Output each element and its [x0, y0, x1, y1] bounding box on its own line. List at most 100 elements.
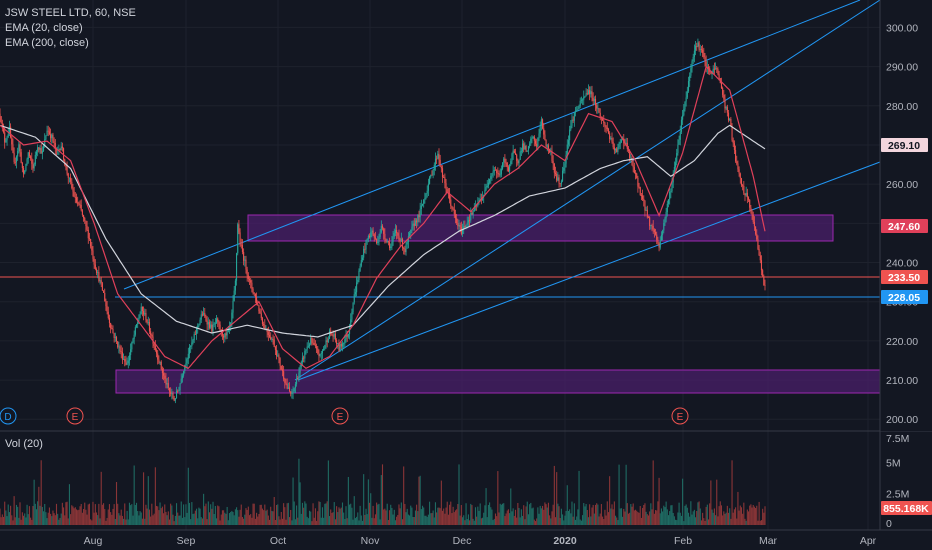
volume-bar — [732, 512, 734, 525]
volume-bar — [707, 519, 710, 525]
volume-legend[interactable]: Vol (20) — [5, 438, 43, 450]
candle-body — [459, 225, 461, 227]
volume-bar — [80, 503, 82, 525]
earnings-marker-1[interactable]: E — [66, 407, 84, 425]
volume-bar — [177, 512, 179, 525]
volume-bar — [720, 505, 723, 525]
volume-bar — [391, 507, 393, 525]
volume-bar — [324, 503, 326, 525]
volume-bar — [630, 504, 632, 525]
volume-bar — [680, 515, 682, 525]
candle-body — [596, 105, 598, 109]
volume-bar — [504, 516, 506, 525]
candle-body — [717, 68, 719, 75]
candle-body — [107, 311, 109, 318]
candle-body — [473, 207, 475, 212]
candle-body — [158, 359, 160, 363]
candle-body — [536, 143, 538, 147]
candle-body — [58, 149, 60, 150]
price-axis[interactable] — [880, 0, 932, 431]
volume-bar — [651, 509, 653, 525]
volume-bar — [700, 520, 702, 525]
candle-body — [285, 382, 287, 384]
volume-bar — [573, 503, 575, 525]
earnings-marker-3[interactable]: E — [671, 407, 689, 425]
volume-bar — [236, 507, 238, 525]
volume-bar — [480, 518, 482, 525]
volume-bar — [356, 516, 358, 525]
volume-bar — [14, 517, 16, 525]
candle-body — [373, 234, 375, 238]
candle-body — [301, 357, 304, 362]
candle-body — [281, 369, 284, 372]
volume-bar — [474, 507, 477, 525]
candle-body — [346, 334, 348, 337]
volume-bar — [469, 520, 471, 525]
volume-bar — [22, 515, 25, 525]
candle-body — [70, 177, 72, 182]
ema20-legend[interactable]: EMA (20, close) — [5, 22, 83, 34]
volume-bar — [642, 507, 644, 525]
volume-bar — [38, 486, 40, 525]
volume-bar — [489, 502, 491, 525]
candle-body — [267, 332, 269, 335]
channel-bottom-trendline[interactable] — [297, 161, 881, 381]
candle-body — [127, 360, 129, 364]
volume-bar — [179, 515, 181, 525]
volume-bar — [421, 505, 424, 525]
candle-body — [153, 343, 155, 347]
volume-bar — [323, 517, 325, 525]
candle-body — [19, 144, 21, 153]
volume-bar — [214, 506, 216, 525]
candle-body — [751, 211, 753, 215]
volume-bar — [723, 511, 725, 525]
candle-body — [21, 162, 23, 169]
candle-body — [8, 126, 10, 135]
earnings-marker-2[interactable]: E — [331, 407, 349, 425]
volume-bar — [673, 516, 675, 525]
candle-body — [403, 247, 405, 249]
volume-bar — [438, 507, 440, 525]
volume-bar — [410, 505, 412, 525]
volume-bar — [436, 512, 438, 525]
support-zone[interactable] — [115, 369, 881, 394]
volume-bar — [550, 518, 552, 525]
time-axis[interactable] — [0, 530, 932, 550]
candle-body — [440, 166, 442, 169]
candle-body — [546, 145, 548, 147]
volume-bar — [318, 501, 320, 525]
candle-body — [34, 154, 36, 165]
volume-bar — [418, 476, 420, 525]
volume-bar — [539, 505, 541, 525]
volume-bar — [232, 512, 234, 525]
candle-body — [324, 345, 326, 349]
volume-bar — [139, 511, 141, 525]
candle-body — [0, 113, 1, 117]
volume-bar — [133, 465, 135, 525]
candle-body — [260, 313, 262, 319]
candles — [0, 38, 766, 404]
symbol-title[interactable]: JSW STEEL LTD, 60, NSE — [5, 7, 136, 19]
candle-body — [290, 391, 292, 394]
candle-body — [293, 388, 295, 392]
volume-bar — [347, 476, 349, 525]
channel-steep-trendline[interactable] — [294, 0, 881, 381]
candle-body — [713, 68, 715, 70]
candle-body — [314, 345, 316, 347]
volume-bar — [513, 515, 515, 525]
ema200-legend[interactable]: EMA (200, close) — [5, 37, 89, 49]
candle-body — [654, 231, 657, 235]
volume-bar — [178, 515, 180, 525]
channel-top-trendline[interactable] — [123, 0, 861, 290]
candle-body — [6, 136, 8, 141]
volume-bar — [333, 502, 335, 525]
candle-body — [562, 170, 564, 182]
candle-body — [45, 135, 47, 140]
time-tick-label: Dec — [453, 535, 472, 547]
resistance-zone[interactable] — [247, 214, 834, 242]
candle-body — [165, 378, 167, 385]
candle-body — [203, 313, 205, 315]
svg-text:228.05: 228.05 — [888, 292, 920, 304]
dividend-marker[interactable]: D — [0, 407, 17, 425]
